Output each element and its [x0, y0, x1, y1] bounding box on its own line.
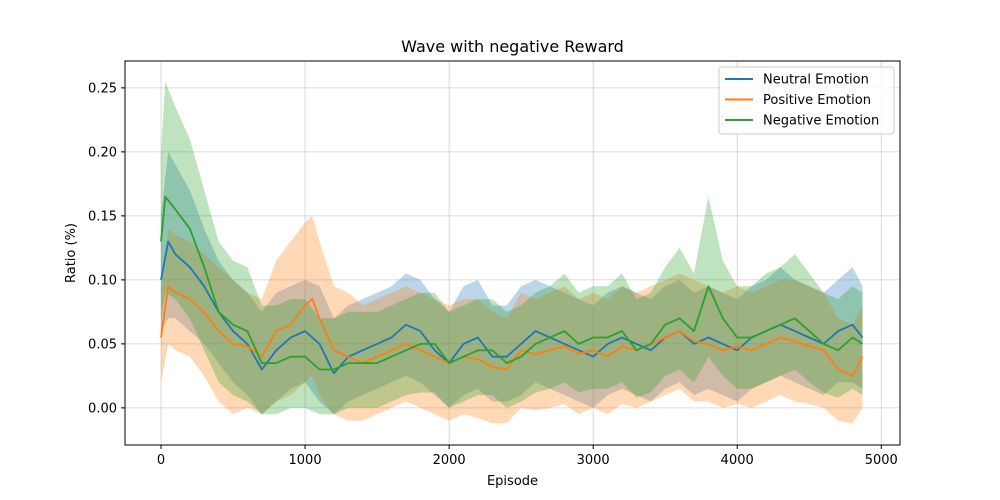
- y-axis: 0.00 0.05 0.10 0.15 0.20 0.25: [88, 81, 125, 416]
- grid: [125, 61, 900, 445]
- chart-title: Wave with negative Reward: [401, 37, 624, 56]
- y-axis-label: Ratio (%): [64, 223, 79, 283]
- x-tick-label: 4000: [721, 453, 754, 468]
- y-tick-label: 0.25: [88, 81, 117, 96]
- legend-label-neutral-emotion: Neutral Emotion: [763, 73, 869, 88]
- negative-emotion-line: [160, 195, 863, 371]
- x-tick-label: 2000: [433, 453, 466, 468]
- legend-label-positive-emotion: Positive Emotion: [763, 93, 871, 108]
- y-tick-label: 0.05: [88, 337, 117, 352]
- x-axis: 0 1000 2000 3000 4000 5000: [157, 445, 898, 468]
- y-tick-label: 0.10: [88, 273, 117, 288]
- x-tick-label: 0: [157, 453, 165, 468]
- x-tick-label: 5000: [865, 453, 898, 468]
- neutral-emotion-band: [161, 151, 863, 415]
- y-tick-label: 0.15: [88, 209, 117, 224]
- negative-emotion-band: [161, 81, 863, 415]
- x-axis-label: Episode: [487, 474, 538, 489]
- legend-label-negative-emotion: Negative Emotion: [763, 114, 879, 129]
- positive-emotion-line: [160, 285, 864, 377]
- series-lines: [160, 195, 864, 377]
- y-tick-label: 0.00: [88, 401, 117, 416]
- x-tick-label: 3000: [577, 453, 610, 468]
- plot-frame: [124, 60, 901, 446]
- legend: Neutral Emotion Positive Emotion Negative …: [718, 66, 895, 135]
- y-tick-label: 0.20: [88, 145, 117, 160]
- legend-box: [718, 66, 895, 135]
- x-tick-label: 1000: [289, 453, 322, 468]
